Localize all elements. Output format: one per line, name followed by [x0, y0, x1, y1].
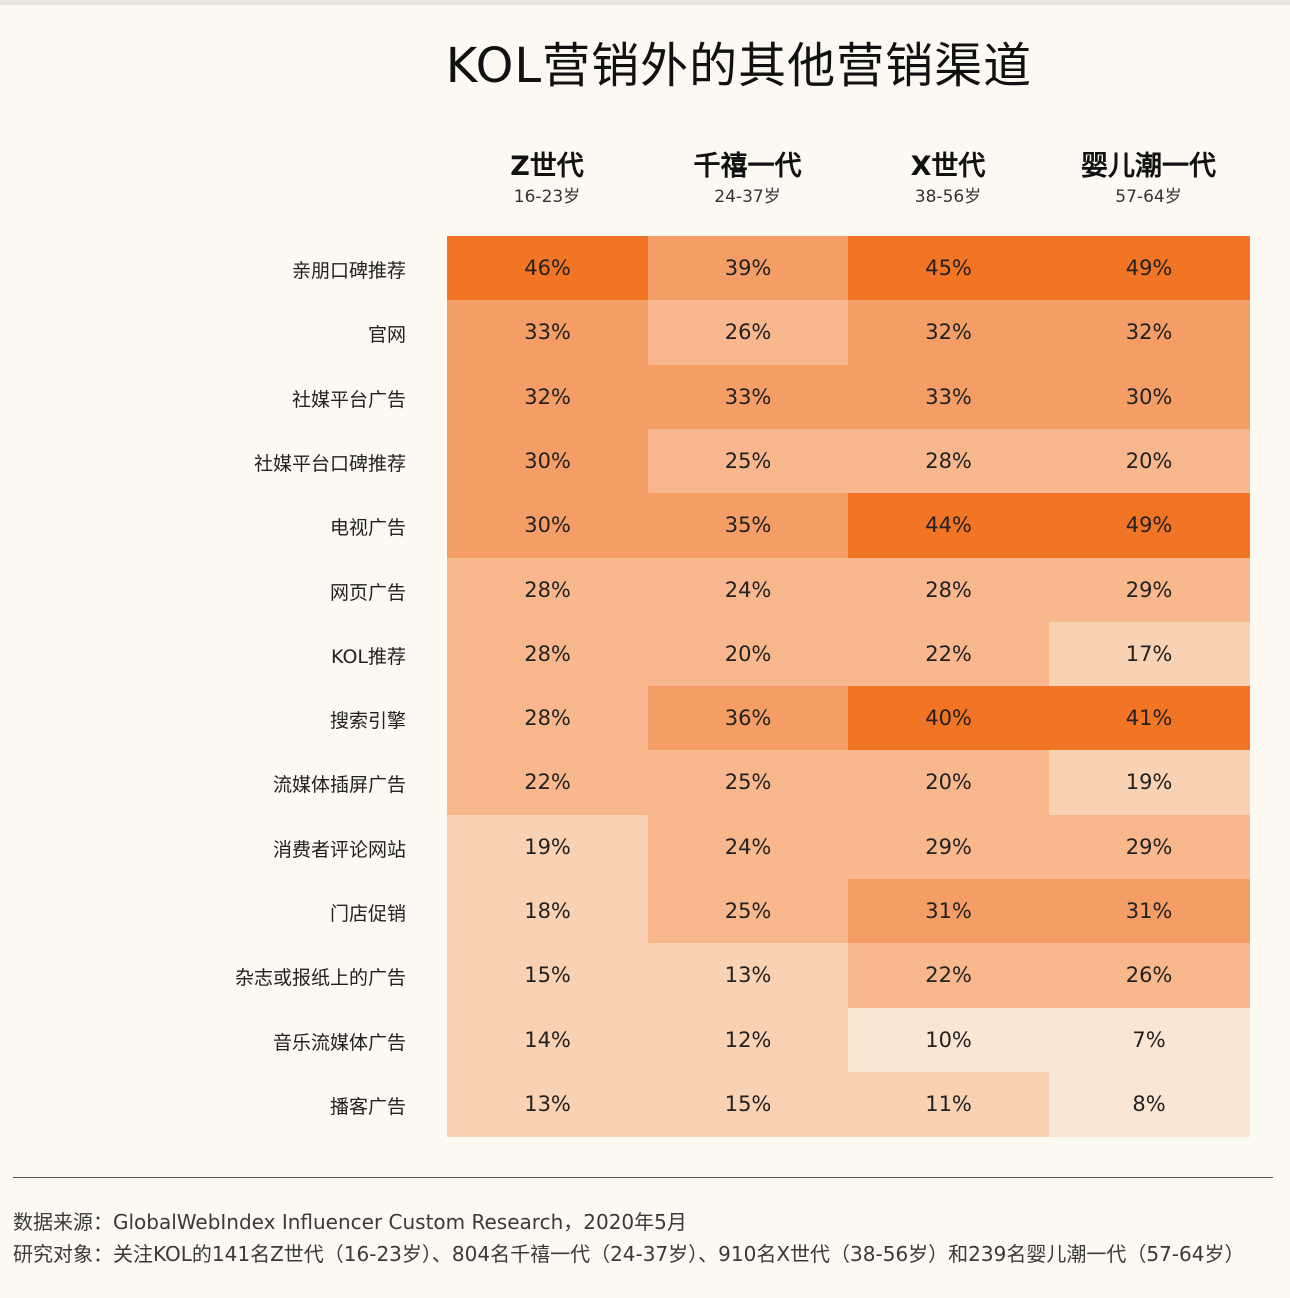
heatmap-cell: 25%: [647, 879, 849, 944]
heatmap-cell: 33%: [647, 364, 849, 430]
heatmap-cell: 40%: [848, 686, 1050, 751]
heatmap-cell: 30%: [1048, 364, 1250, 430]
heatmap-cell: 36%: [647, 686, 849, 751]
heatmap-cell: 41%: [1048, 686, 1250, 751]
heatmap-cell: 13%: [647, 943, 849, 1009]
row-label: 播客广告: [329, 1095, 406, 1118]
column-age-range: 24-37岁: [714, 187, 781, 207]
heatmap-cell: 12%: [647, 1007, 849, 1073]
heatmap-cell: 7%: [1048, 1007, 1250, 1073]
row-label: 搜索引擎: [329, 710, 406, 733]
sample-note: 研究对象：关注KOL的141名Z世代（16-23岁）、804名千禧一代（24-3…: [13, 1242, 1245, 1266]
heatmap-cell: 32%: [1048, 300, 1250, 366]
heatmap-cell: 29%: [1048, 557, 1250, 623]
heatmap-cell: 25%: [647, 428, 849, 494]
heatmap-cell: 49%: [1048, 493, 1250, 559]
column-name: 婴儿潮一代: [1081, 151, 1216, 182]
heatmap-cell: 33%: [848, 364, 1050, 430]
row-label: 社媒平台广告: [291, 388, 406, 411]
heatmap-cell: 14%: [447, 1007, 649, 1073]
column-name: 千禧一代: [693, 151, 802, 182]
heatmap-cell: 46%: [447, 236, 649, 301]
heatmap-cell: 28%: [848, 557, 1050, 623]
column-header: X世代 38-56岁: [848, 150, 1048, 210]
column-header: 婴儿潮一代 57-64岁: [1049, 150, 1249, 210]
heatmap-cell: 19%: [447, 814, 649, 880]
heatmap-cell: 49%: [1048, 236, 1250, 301]
heatmap-cell: 39%: [647, 236, 849, 301]
heatmap-cell: 17%: [1048, 621, 1250, 687]
column-age-range: 38-56岁: [914, 187, 982, 207]
column-name: Z世代: [510, 151, 584, 182]
heatmap-cell: 30%: [447, 428, 649, 494]
column-name: X世代: [910, 151, 986, 182]
source-note: 数据来源：GlobalWebIndex Influencer Custom Re…: [13, 1210, 687, 1234]
heatmap-cell: 28%: [447, 621, 649, 687]
row-label: 杂志或报纸上的广告: [234, 967, 406, 990]
column-age-range: 57-64岁: [1115, 187, 1182, 207]
heatmap-cell: 20%: [1048, 428, 1250, 494]
heatmap-cell: 26%: [647, 300, 849, 366]
heatmap-cell: 28%: [848, 428, 1050, 494]
heatmap-cell: 15%: [447, 943, 649, 1009]
heatmap-cell: 26%: [1048, 943, 1250, 1009]
top-divider: [0, 0, 1290, 5]
heatmap-cell: 29%: [848, 814, 1050, 880]
heatmap-cell: 22%: [848, 943, 1050, 1009]
heatmap-cell: 28%: [447, 557, 649, 623]
heatmap-cell: 8%: [1048, 1071, 1250, 1137]
heatmap-cell: 33%: [447, 300, 649, 366]
heatmap-cell: 29%: [1048, 814, 1250, 880]
heatmap-cell: 35%: [647, 493, 849, 559]
heatmap-cell: 31%: [1048, 879, 1250, 944]
row-label: 消费者评论网站: [272, 838, 406, 861]
heatmap-cell: 31%: [848, 879, 1050, 944]
row-label: KOL推荐: [331, 645, 406, 668]
heatmap-cell: 28%: [447, 686, 649, 751]
heatmap-cell: 15%: [647, 1071, 849, 1137]
row-label: 流媒体插屏广告: [272, 774, 406, 797]
column-header: 千禧一代 24-37岁: [648, 150, 848, 210]
column-age-range: 16-23岁: [513, 187, 581, 207]
heatmap-cell: 22%: [447, 750, 649, 816]
chart-title: KOL营销外的其他营销渠道: [445, 38, 1033, 94]
heatmap-cell: 32%: [848, 300, 1050, 366]
heatmap-cell: 45%: [848, 236, 1050, 301]
heatmap-cell: 22%: [848, 621, 1050, 687]
row-label: 社媒平台口碑推荐: [253, 452, 406, 475]
row-label: 官网: [367, 324, 406, 347]
heatmap-cell: 44%: [848, 493, 1050, 559]
heatmap-cell: 24%: [647, 557, 849, 623]
heatmap-cell: 30%: [447, 493, 649, 559]
heatmap-cell: 10%: [848, 1007, 1050, 1073]
row-label: 网页广告: [329, 581, 406, 604]
heatmap-cell: 18%: [447, 879, 649, 944]
row-label: 门店促销: [329, 903, 406, 925]
column-header: Z世代 16-23岁: [447, 150, 647, 210]
footnote-divider: [13, 1177, 1273, 1178]
heatmap-cell: 32%: [447, 364, 649, 430]
heatmap-cell: 20%: [647, 621, 849, 687]
heatmap-cell: 13%: [447, 1071, 649, 1137]
heatmap-cell: 24%: [647, 814, 849, 880]
row-label: 电视广告: [329, 517, 406, 540]
row-label: 亲朋口碑推荐: [291, 260, 406, 282]
row-label: 音乐流媒体广告: [272, 1031, 406, 1054]
heatmap-cell: 20%: [848, 750, 1050, 816]
heatmap-cell: 25%: [647, 750, 849, 816]
heatmap-cell: 19%: [1048, 750, 1250, 816]
heatmap-cell: 11%: [848, 1071, 1050, 1137]
